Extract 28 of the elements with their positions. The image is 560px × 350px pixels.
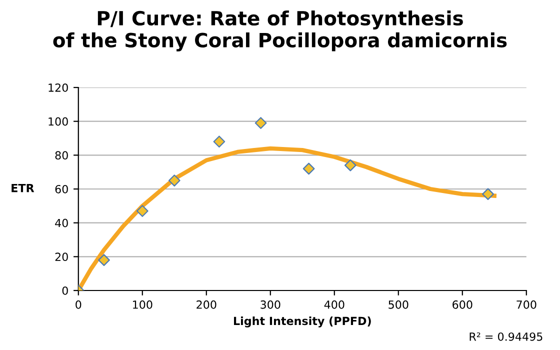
chart-title: P/I Curve: Rate of Photosynthesis of the Stony Coral Pocillopora damicornis xyxy=(53,10,507,52)
point xyxy=(168,174,180,186)
y-tick-label: 0 xyxy=(62,286,68,295)
x-tick-label: 300 xyxy=(260,300,280,309)
x-tick-label: 400 xyxy=(324,300,344,309)
y-tick-label: 40 xyxy=(55,218,68,228)
point xyxy=(482,188,494,200)
y-tick-label: 120 xyxy=(48,83,68,92)
y-axis-title: ETR xyxy=(12,184,34,192)
y-tick-label: 100 xyxy=(48,117,68,126)
point xyxy=(213,136,226,148)
x-tick-label: 700 xyxy=(516,300,536,309)
x-tick-label: 500 xyxy=(388,300,408,309)
point xyxy=(344,159,356,172)
y-tick-label: 80 xyxy=(55,151,68,160)
point xyxy=(98,254,110,266)
y-tick-label: 60 xyxy=(55,184,68,194)
point xyxy=(136,205,148,217)
y-tick-label: 20 xyxy=(55,252,68,262)
x-tick-label: 200 xyxy=(196,300,216,309)
point xyxy=(302,162,315,175)
x-tick-label: 600 xyxy=(452,300,472,309)
line-series xyxy=(78,146,496,290)
x-tick-label: 0 xyxy=(76,300,82,309)
x-axis-title: Light Intensity (PPFD) xyxy=(234,316,371,328)
text: R² = 0.94495 xyxy=(470,332,542,341)
point xyxy=(254,117,267,129)
x-tick-label: 100 xyxy=(133,300,152,309)
